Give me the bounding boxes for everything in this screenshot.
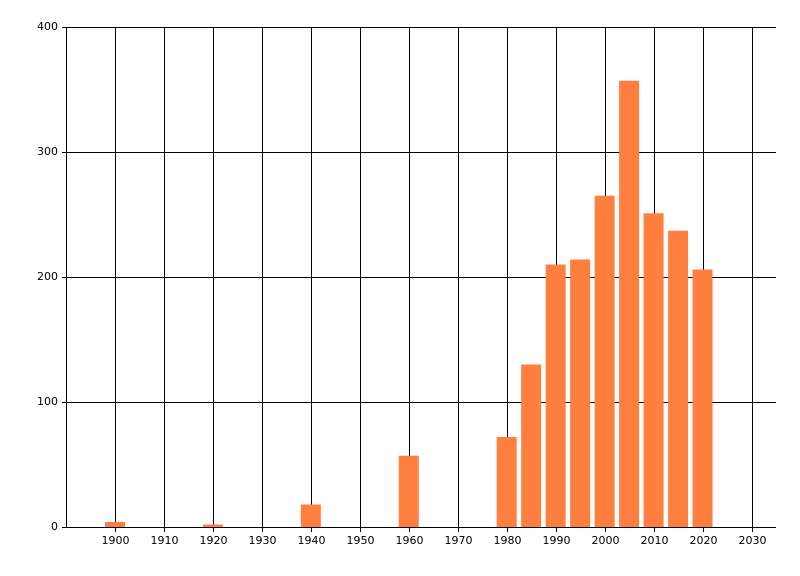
x-tick-label: 2000 <box>592 534 620 547</box>
bar <box>545 264 566 527</box>
x-tick-label: 2020 <box>690 534 718 547</box>
bar <box>202 524 223 527</box>
bar <box>521 364 542 527</box>
x-tick-label: 1990 <box>543 534 571 547</box>
x-tick-label: 1970 <box>445 534 473 547</box>
bar <box>594 195 615 527</box>
x-tick-label: 1950 <box>347 534 375 547</box>
y-tick-label: 200 <box>37 270 58 283</box>
y-tick-label: 100 <box>37 395 58 408</box>
x-tick-label: 1920 <box>200 534 228 547</box>
x-tick-label: 1960 <box>396 534 424 547</box>
bar <box>570 259 591 527</box>
bar <box>619 80 640 527</box>
bar <box>398 455 419 527</box>
bar <box>668 230 689 527</box>
bar <box>496 437 517 527</box>
y-tick-label: 400 <box>37 20 58 33</box>
bar <box>104 522 125 527</box>
x-tick-label: 2030 <box>739 534 767 547</box>
x-tick-label: 1910 <box>151 534 179 547</box>
x-tick-label: 2010 <box>641 534 669 547</box>
x-tick-label: 1930 <box>249 534 277 547</box>
x-tick-label: 1900 <box>102 534 130 547</box>
bar <box>692 269 713 527</box>
y-tick-label: 0 <box>51 520 58 533</box>
x-tick-label: 1980 <box>494 534 522 547</box>
bar <box>300 504 321 527</box>
x-tick-label: 1940 <box>298 534 326 547</box>
y-tick-label: 300 <box>37 145 58 158</box>
bar <box>643 213 664 527</box>
